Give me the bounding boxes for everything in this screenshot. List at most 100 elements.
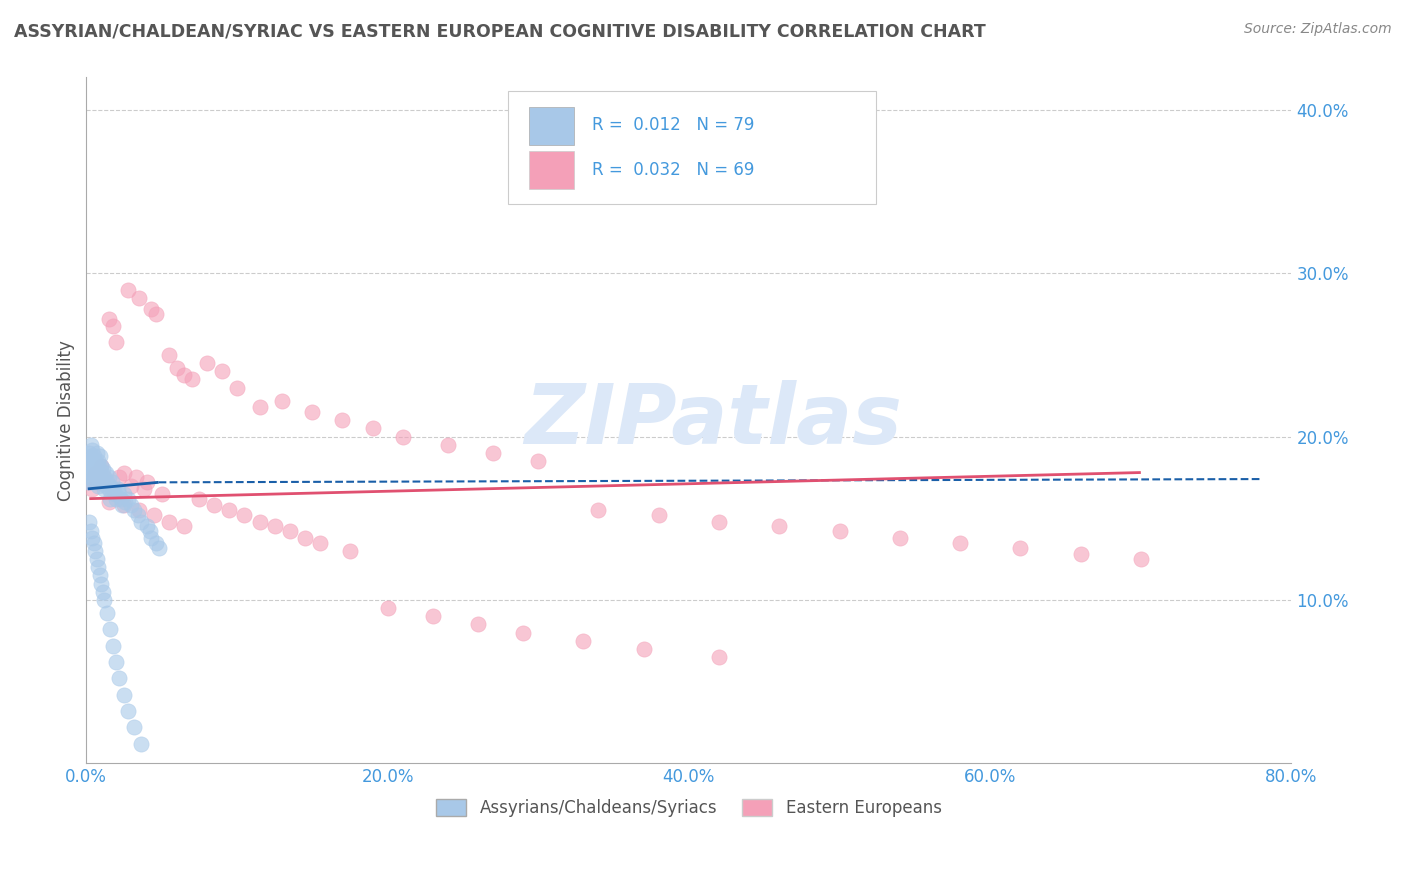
Point <box>82 482 104 496</box>
Point <box>143 508 166 522</box>
Point <box>101 475 124 490</box>
Y-axis label: Cognitive Disability: Cognitive Disability <box>58 340 75 500</box>
Point <box>135 475 157 490</box>
Point <box>180 372 202 386</box>
Point <box>79 470 101 484</box>
Point <box>111 498 134 512</box>
Point <box>271 393 294 408</box>
Point <box>87 466 110 480</box>
Point <box>83 475 105 490</box>
Point <box>84 466 107 480</box>
Point <box>89 462 111 476</box>
Point <box>889 531 911 545</box>
Point <box>211 364 233 378</box>
Point <box>121 478 143 492</box>
Point <box>110 491 132 506</box>
Point <box>105 334 128 349</box>
Point <box>79 446 101 460</box>
Point <box>117 283 139 297</box>
Point <box>828 524 851 539</box>
Point <box>173 519 195 533</box>
Point <box>90 576 112 591</box>
Point <box>80 462 103 476</box>
Text: Source: ZipAtlas.com: Source: ZipAtlas.com <box>1244 22 1392 37</box>
Point <box>294 531 316 545</box>
Point <box>89 449 111 463</box>
Point <box>218 503 240 517</box>
Text: ZIPatlas: ZIPatlas <box>524 380 901 461</box>
Point <box>91 584 114 599</box>
Point <box>107 482 129 496</box>
Point <box>512 625 534 640</box>
Point <box>112 688 135 702</box>
Point <box>482 446 505 460</box>
Point <box>83 449 105 463</box>
Point <box>97 482 120 496</box>
Point <box>103 318 125 333</box>
Point <box>125 470 148 484</box>
Point <box>157 348 180 362</box>
Point <box>139 302 162 317</box>
Point <box>83 462 105 476</box>
Point <box>82 454 104 468</box>
Point <box>202 498 225 512</box>
Point <box>278 524 301 539</box>
Point <box>91 462 114 476</box>
Point <box>93 470 115 484</box>
Point <box>128 291 150 305</box>
Point <box>84 454 107 468</box>
Point <box>467 617 489 632</box>
Point <box>93 470 115 484</box>
Point <box>105 491 128 506</box>
Point <box>339 544 361 558</box>
Point <box>132 482 155 496</box>
Point <box>89 568 111 582</box>
Point <box>145 535 167 549</box>
FancyBboxPatch shape <box>529 151 575 188</box>
Point <box>105 655 128 669</box>
Point <box>138 524 160 539</box>
Point <box>104 487 127 501</box>
Point <box>249 515 271 529</box>
Point <box>82 531 104 545</box>
Point <box>166 361 188 376</box>
Point <box>108 470 131 484</box>
Point <box>648 508 671 522</box>
Point <box>361 421 384 435</box>
Point <box>150 487 173 501</box>
Point <box>588 503 610 517</box>
Point <box>93 482 115 496</box>
Point <box>91 475 114 490</box>
Point <box>437 438 460 452</box>
Point <box>97 470 120 484</box>
Point <box>90 458 112 473</box>
Point <box>308 535 330 549</box>
Text: R =  0.012   N = 79: R = 0.012 N = 79 <box>592 117 755 135</box>
Point <box>195 356 218 370</box>
Point <box>87 560 110 574</box>
Point <box>86 446 108 460</box>
Point <box>129 515 152 529</box>
Point <box>86 470 108 484</box>
Point <box>103 482 125 496</box>
Point <box>157 515 180 529</box>
Point <box>80 438 103 452</box>
Text: R =  0.032   N = 69: R = 0.032 N = 69 <box>592 161 755 179</box>
Point <box>129 737 152 751</box>
Point <box>422 609 444 624</box>
Point <box>226 381 249 395</box>
Point <box>128 503 150 517</box>
Point <box>1129 552 1152 566</box>
Point <box>108 671 131 685</box>
Point <box>87 478 110 492</box>
Point <box>100 622 122 636</box>
Point <box>84 544 107 558</box>
Point <box>76 466 98 480</box>
Point <box>96 606 118 620</box>
Point <box>377 601 399 615</box>
Point <box>233 508 256 522</box>
Point <box>86 552 108 566</box>
Point <box>114 495 136 509</box>
Point <box>90 470 112 484</box>
Point <box>1070 547 1092 561</box>
